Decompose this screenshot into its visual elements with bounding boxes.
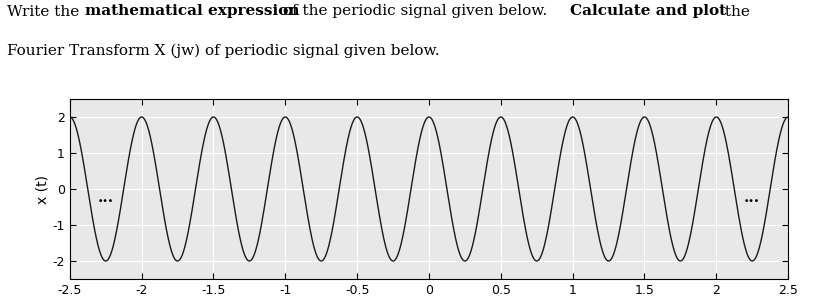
Text: Write the: Write the — [7, 4, 84, 19]
Text: ...: ... — [98, 191, 114, 205]
Text: Fourier Transform X (jw) of periodic signal given below.: Fourier Transform X (jw) of periodic sig… — [7, 44, 439, 58]
Y-axis label: x (t): x (t) — [36, 175, 50, 203]
Text: Calculate and plot: Calculate and plot — [570, 4, 726, 19]
Text: mathematical expression: mathematical expression — [85, 4, 300, 19]
Text: ...: ... — [744, 191, 760, 205]
Text: the: the — [720, 4, 750, 19]
Text: of the periodic signal given below.: of the periodic signal given below. — [278, 4, 552, 19]
